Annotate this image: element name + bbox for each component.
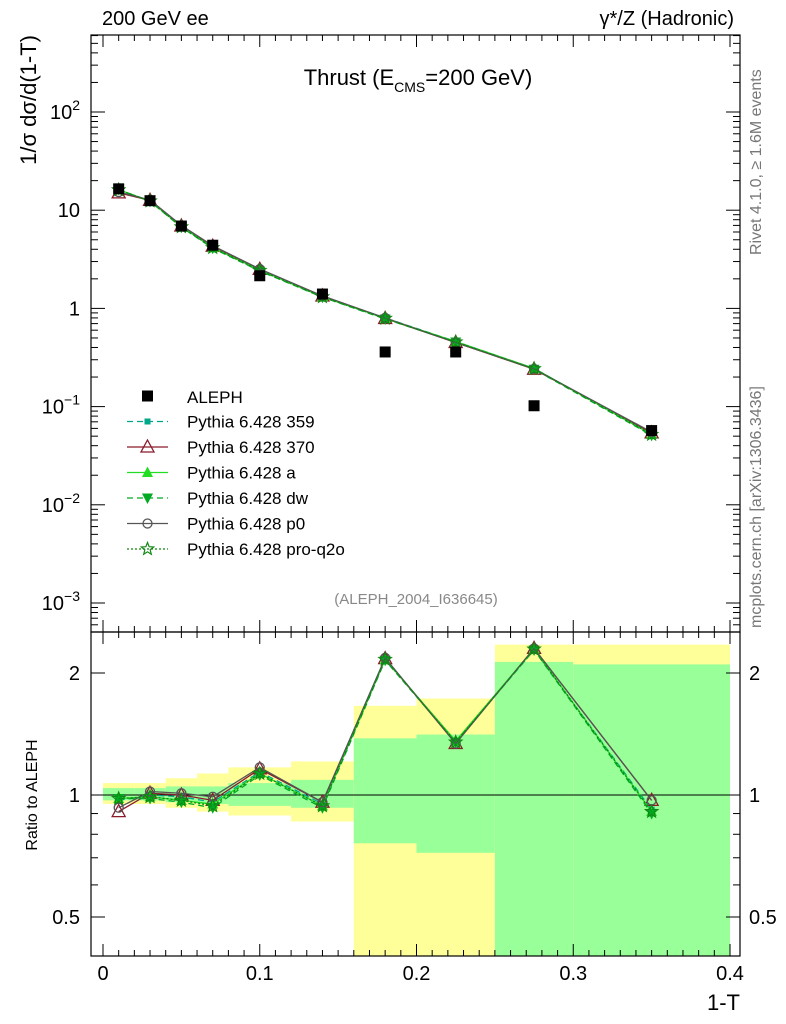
series-ratio-point [528,645,540,656]
y-tick-label: 102 [50,97,80,124]
legend-label: Pythia 6.428 a [187,464,296,483]
series-ratio-point [207,791,218,802]
legend-marker [142,466,153,477]
series-ratio-point [142,788,158,804]
series-ratio-point [450,738,461,749]
legend-marker [139,540,156,556]
series-ratio-point [643,803,660,819]
series-ratio-point [204,797,221,813]
series-line [118,189,652,436]
y-tick-label: 10−2 [42,490,80,517]
aleph-data-point [144,195,156,207]
aleph-data-point [528,400,540,412]
mcplots-label: mcplots.cern.ch [arXiv:1306.3436] [748,386,765,628]
series-point [528,363,540,375]
series-line [118,191,652,433]
legend-entry-3: Pythia 6.428 dw [127,489,309,508]
series-ratio-point [526,641,542,656]
x-tick-label: 0.2 [403,963,431,985]
aleph-data-point [316,288,328,300]
ratio-tick-label-right: 1 [749,785,760,807]
ratio-tick-label-right: 0.5 [749,907,777,929]
y-tick-label: 1 [69,298,80,320]
legend-entry-1: Pythia 6.428 370 [127,438,315,457]
ratio-tick-label-right: 2 [749,663,760,685]
series-ratio-point [176,788,187,799]
legend-label: ALEPH [187,388,243,407]
legend-entry-2: Pythia 6.428 a [127,464,296,483]
series-ratio-point [251,765,268,781]
legend-label: Pythia 6.428 pro-q2o [187,540,345,559]
series-ratio-point [113,802,124,813]
legend-entry-5: Pythia 6.428 pro-q2o [127,540,345,559]
legend-entry-4: Pythia 6.428 p0 [127,515,305,534]
y-axis-label: 1/σ dσ/d(1-T) [16,35,41,165]
x-tick-label: 0.4 [716,963,744,985]
aleph-data [113,183,658,437]
header-right-label: γ*/Z (Hadronic) [599,8,734,30]
series-ratio-point [317,797,328,808]
header-left-label: 200 GeV ee [102,8,209,30]
legend-label: Pythia 6.428 p0 [187,515,305,534]
series-ratio-point [377,651,393,667]
legend-marker [142,518,153,529]
legend-label: Pythia 6.428 dw [187,489,309,508]
legend-marker [142,493,153,504]
x-tick-label: 0 [97,963,108,985]
series-ratio-point [254,762,265,773]
ratio-bands [103,644,730,956]
legend-marker [144,418,151,425]
stat-uncertainty-band [416,734,495,853]
series-ratio-point [173,792,190,807]
chart-title: Thrust (ECMS=200 GeV) [304,65,533,95]
legend-entry-aleph: ALEPH [142,388,243,407]
series-ratio-point [447,734,464,749]
series-ratio-line [118,647,653,809]
stat-uncertainty-band [353,738,417,844]
x-tick-label: 0.1 [246,963,274,985]
aleph-data-point [646,425,658,437]
y-tick-label: 10−3 [42,588,80,615]
x-axis-label: 1-T [707,990,740,1015]
rivet-version-label: Rivet 4.1.0, ≥ 1.6M events [748,69,765,255]
aleph-data-point [254,270,266,282]
series-point [447,333,464,349]
legend-marker [142,390,153,402]
aleph-data-point [113,183,125,195]
aleph-data-point [450,346,462,358]
stat-uncertainty-band [494,661,574,956]
x-tick-label: 0.3 [559,963,587,985]
aleph-data-point [175,220,187,232]
ratio-tick-label: 0.5 [52,907,80,929]
stat-uncertainty-band [228,783,292,806]
analysis-id-label: (ALEPH_2004_I636645) [334,591,497,608]
series-point [526,360,542,376]
legend-marker [139,438,156,453]
legend-label: Pythia 6.428 359 [187,413,315,432]
ratio-y-axis-label: Ratio to ALEPH [24,739,41,850]
y-tick-label: 10 [58,200,80,222]
ratio-tick-label: 2 [69,663,80,685]
series-point [377,310,393,326]
y-tick-label: 10−1 [42,392,80,419]
series-ratio-point [110,790,127,806]
legend-entry-0: Pythia 6.428 359 [127,413,315,432]
legend: ALEPH Pythia 6.428 359 Pythia 6.428 370 Pyt… [127,388,345,559]
series-ratio-point [144,786,156,797]
series-ratio-point [314,797,331,813]
legend-label: Pythia 6.428 370 [187,438,315,457]
ratio-tick-label: 1 [69,785,80,807]
aleph-data-point [207,239,219,251]
aleph-data-point [379,346,391,358]
ratio-plot-frame [90,631,741,957]
